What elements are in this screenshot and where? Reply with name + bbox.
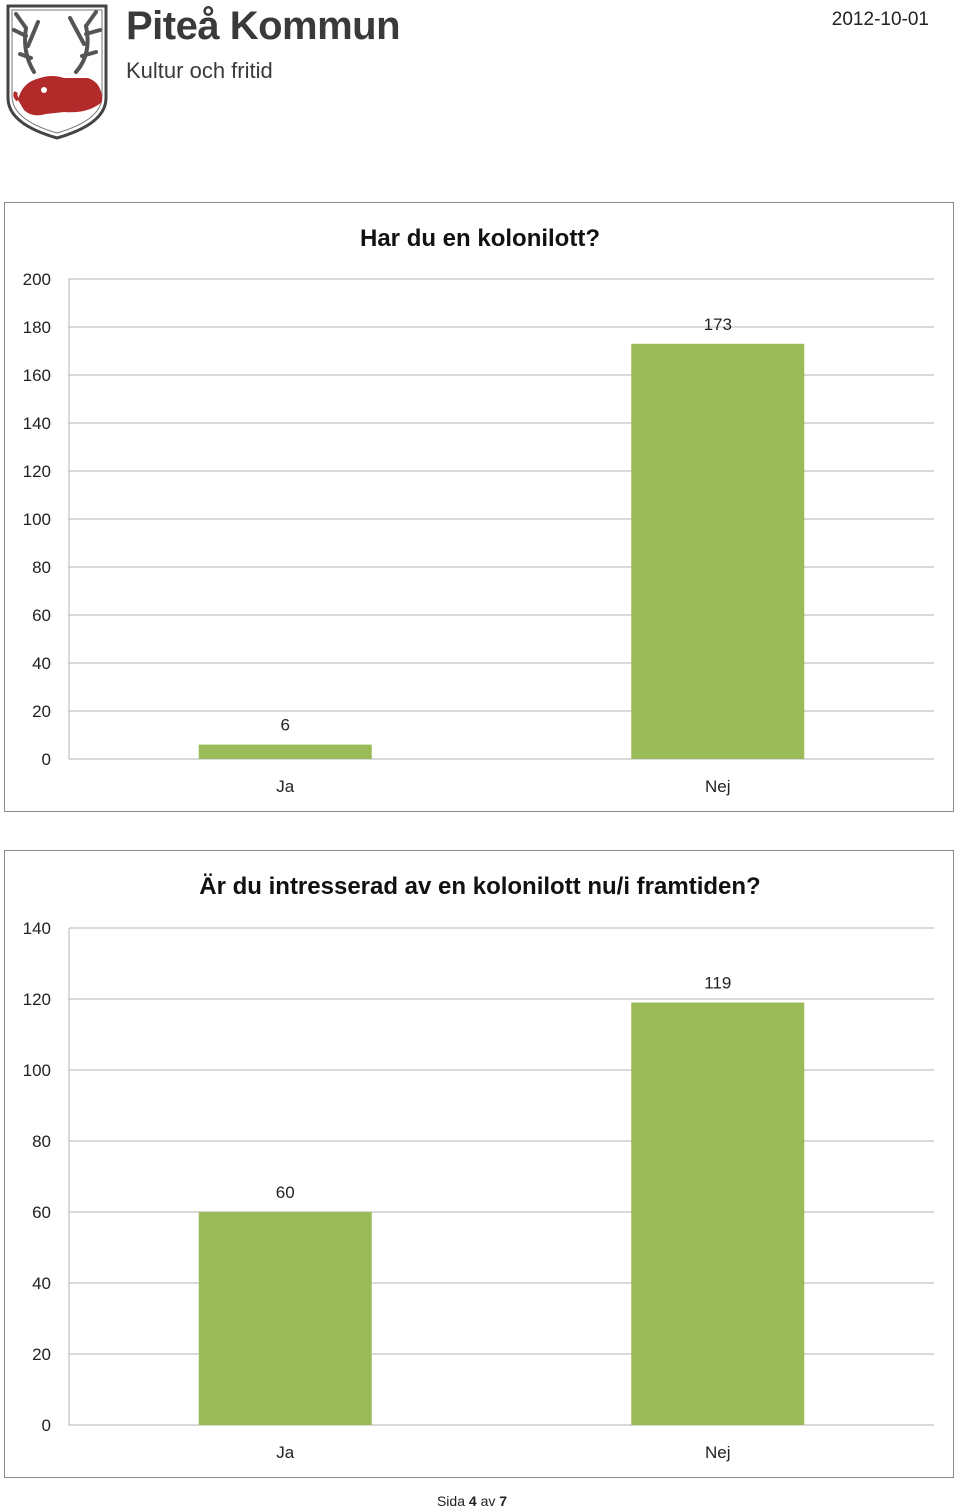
footer-page-total: 7 — [499, 1493, 508, 1509]
chart2-y-tick-label: 40 — [32, 1274, 51, 1293]
chart2-y-tick-label: 140 — [23, 919, 51, 938]
chart-has-allotment: Har du en kolonilott? 0 20 40 60 80 100 120 140 1… — [4, 202, 954, 812]
department-name: Kultur och fritid — [126, 58, 273, 83]
chart1-y-tick-label: 0 — [42, 750, 51, 769]
chart1-y-tick-label: 140 — [23, 414, 51, 433]
chart1-y-tick-label: 20 — [32, 702, 51, 721]
chart1-bar-ja — [198, 744, 372, 759]
chart2-y-tick-label: 20 — [32, 1345, 51, 1364]
chart1-y-tick-label: 160 — [23, 366, 51, 385]
organization-name: Piteå Kommun — [126, 4, 401, 48]
reindeer-coat-of-arms-icon — [6, 4, 108, 140]
chart2-y-tick-label: 60 — [32, 1203, 51, 1222]
chart2-data-label: 119 — [704, 974, 731, 993]
chart1-title: Har du en kolonilott? — [360, 225, 600, 252]
chart2-bar-nej — [631, 1002, 805, 1425]
chart1-y-tick-label: 200 — [23, 270, 51, 289]
chart2-x-tick-label: Ja — [276, 1443, 295, 1462]
chart1-y-tick-label: 180 — [23, 318, 51, 337]
chart2-y-tick-label: 80 — [32, 1132, 51, 1151]
chart1-y-tick-label: 100 — [23, 510, 51, 529]
footer-page-number: 4 — [468, 1493, 477, 1509]
chart2-y-tick-label: 120 — [23, 990, 51, 1009]
chart1-data-label: 173 — [704, 315, 732, 334]
page-header: Piteå Kommun Kultur och fritid 2012-10-0… — [0, 0, 960, 150]
chart1-y-tick-label: 60 — [32, 606, 51, 625]
chart2-bar-ja — [198, 1212, 372, 1425]
chart2-data-label: 60 — [276, 1183, 295, 1202]
chart-interest-allotment-plot: Är du intresserad av en kolonilott nu/i … — [23, 873, 934, 1462]
chart-interest-allotment: Är du intresserad av en kolonilott nu/i … — [4, 850, 954, 1478]
chart1-bar-nej — [631, 343, 805, 759]
page-footer: Sida 4 av 7 — [0, 1493, 944, 1509]
chart2-x-tick-label: Nej — [705, 1443, 731, 1462]
chart2-y-tick-label: 0 — [42, 1416, 51, 1435]
chart-has-allotment-plot: Har du en kolonilott? 0 20 40 60 80 100 120 140 1… — [23, 225, 934, 796]
chart1-y-tick-label: 80 — [32, 558, 51, 577]
chart1-x-tick-label: Nej — [705, 777, 731, 796]
footer-prefix: Sida — [436, 1493, 465, 1509]
chart1-data-label: 6 — [281, 716, 290, 735]
footer-separator: av — [480, 1493, 496, 1509]
chart2-title: Är du intresserad av en kolonilott nu/i … — [199, 873, 760, 900]
chart1-x-tick-label: Ja — [276, 777, 295, 796]
chart2-y-tick-label: 100 — [23, 1061, 51, 1080]
chart1-y-tick-label: 40 — [32, 654, 51, 673]
chart1-y-tick-label: 120 — [23, 462, 51, 481]
document-date: 2012-10-01 — [831, 9, 929, 30]
